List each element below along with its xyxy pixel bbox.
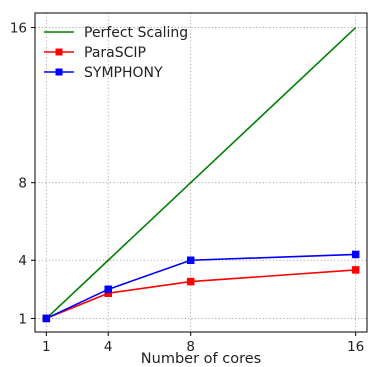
x-tick-label-2: 8 [186, 339, 195, 355]
y-tick-label-0: 1 [18, 311, 27, 327]
x-axis-title: Number of cores [141, 351, 261, 367]
legend-marker-parascip [55, 48, 63, 56]
point-symphony-0 [42, 314, 51, 323]
axis-ticks: 1 4 8 16 1 4 8 16 [10, 21, 364, 355]
series-line-perfect-scaling [45, 26, 357, 320]
point-parascip-3 [351, 266, 360, 274]
point-symphony-3 [351, 250, 360, 259]
legend-marker-symphony [55, 68, 63, 76]
point-parascip-2 [186, 277, 195, 286]
point-symphony-2 [186, 256, 195, 264]
legend-label-perfect-scaling: Perfect Scaling [84, 25, 188, 41]
series-line-symphony [46, 253, 356, 320]
x-tick-label-3: 16 [347, 339, 364, 355]
series-line-parascip [46, 269, 356, 320]
x-tick-label-1: 4 [104, 339, 113, 355]
legend: Perfect Scaling ParaSCIP SYMPHONY [44, 25, 188, 81]
y-tick-label-1: 4 [18, 253, 27, 269]
series-layer [42, 26, 360, 323]
plot-frame [34, 12, 368, 333]
y-tick-label-3: 16 [10, 21, 27, 37]
point-symphony-1 [104, 285, 112, 294]
legend-label-parascip: ParaSCIP [84, 45, 146, 61]
legend-label-symphony: SYMPHONY [84, 65, 163, 81]
y-tick-label-2: 8 [18, 176, 27, 192]
x-tick-label-0: 1 [42, 339, 51, 355]
